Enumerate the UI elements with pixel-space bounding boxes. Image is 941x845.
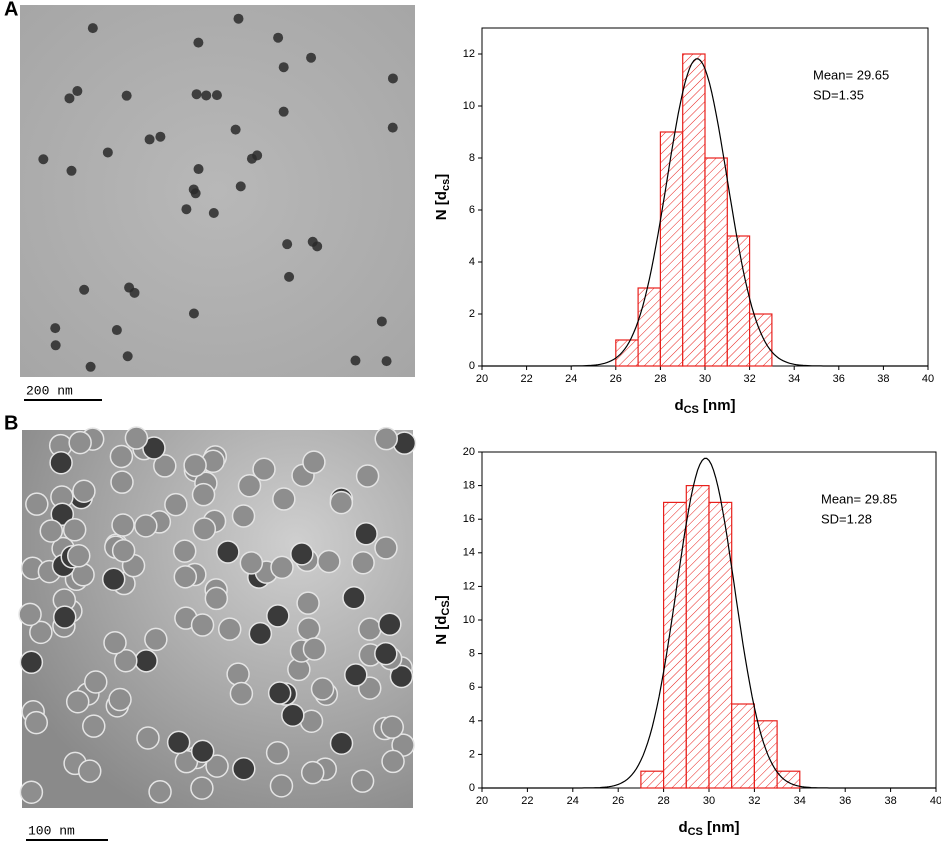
x-tick-label: 32 [748,795,760,807]
x-axis-label: dCS [nm] [674,397,735,416]
particles [18,426,417,804]
annotation: Mean= 29.85 [821,491,897,506]
y-axis-label-part: ] [433,174,450,179]
x-tick-label: 40 [922,373,934,385]
bar [731,703,756,789]
y-tick-label: 10 [463,100,475,112]
x-tick-label: 20 [476,373,488,385]
x-tick-label: 22 [521,795,533,807]
x-tick-label: 30 [703,795,715,807]
x-tick-label: 38 [877,373,889,385]
y-axis-label-part: N [d [433,616,450,645]
x-axis-label-part: d [674,397,683,414]
x-tick-label: 28 [657,795,669,807]
x-tick-label: 34 [794,795,806,807]
tem-image [20,5,415,377]
y-tick-label: 6 [469,681,475,693]
annotation: SD=1.35 [813,87,864,102]
y-tick-label: 8 [469,152,475,164]
bar [682,53,706,367]
y-tick-label: 16 [463,513,475,525]
x-tick-label: 40 [930,795,941,807]
y-tick-label: 4 [469,256,475,268]
y-tick-label: 6 [469,204,475,216]
panel-label: B [4,412,18,434]
y-tick-label: 2 [469,748,475,760]
y-tick-label: 2 [469,308,475,320]
y-tick-label: 12 [463,580,475,592]
x-tick-label: 32 [743,373,755,385]
annotation: SD=1.28 [821,511,872,526]
bar [637,287,661,367]
x-axis-label-part: [nm] [699,397,736,414]
fit-curve [482,457,936,789]
x-tick-label: 36 [839,795,851,807]
x-tick-label: 24 [565,373,577,385]
bar [659,131,684,367]
y-tick-label: 8 [469,648,475,660]
y-axis-label-part: N [d [433,191,450,220]
bar [748,313,773,367]
x-axis-label-part: CS [684,404,699,416]
x-tick-label: 28 [654,373,666,385]
x-tick-label: 30 [699,373,711,385]
y-axis-label-part: CS [440,600,452,615]
scale-label: 100 nm [28,823,75,838]
x-tick-label: 24 [567,795,579,807]
y-tick-label: 20 [463,446,475,458]
bar [776,770,801,789]
y-tick-label: 0 [469,360,475,372]
y-tick-label: 18 [463,480,475,492]
x-axis-label-part: CS [688,826,703,838]
bar [753,720,778,789]
y-axis-label: N [dCS] [433,595,452,644]
x-axis-label: dCS [nm] [678,819,739,838]
bar [685,485,710,789]
particles [38,13,398,372]
annotation: Mean= 29.65 [813,67,889,82]
x-tick-label: 22 [520,373,532,385]
scale-label: 200 nm [26,383,73,398]
x-axis-label-part: d [678,819,687,836]
y-tick-label: 0 [469,782,475,794]
bar [615,339,639,367]
bar [704,157,728,367]
fit-curve [482,58,928,367]
y-tick-label: 4 [469,715,475,727]
bar [726,235,751,367]
y-tick-label: 12 [463,48,475,60]
bar [708,501,733,789]
panel-label: A [4,0,18,20]
x-axis-label-part: [nm] [703,819,740,836]
bar [640,770,665,789]
y-axis-label: N [dcs] [433,174,452,220]
x-tick-label: 34 [788,373,800,385]
x-tick-label: 20 [476,795,488,807]
x-tick-label: 26 [610,373,622,385]
x-tick-label: 26 [612,795,624,807]
y-axis-label-part: cs [440,179,452,191]
x-tick-label: 36 [833,373,845,385]
y-tick-label: 14 [463,547,475,559]
y-axis-label-part: ] [433,595,450,600]
y-tick-label: 10 [463,614,475,626]
x-tick-label: 38 [884,795,896,807]
